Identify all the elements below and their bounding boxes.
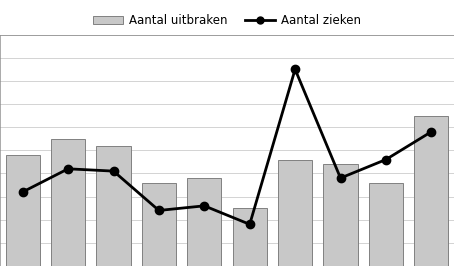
Bar	[415, 115, 449, 266]
Bar	[278, 160, 312, 266]
Bar	[369, 183, 403, 266]
Bar	[233, 208, 267, 266]
Bar	[97, 146, 131, 266]
Bar	[51, 139, 85, 266]
Bar	[324, 164, 358, 266]
Bar	[188, 178, 222, 266]
Bar	[6, 155, 40, 266]
Bar	[142, 183, 176, 266]
Legend: Aantal uitbraken, Aantal zieken: Aantal uitbraken, Aantal zieken	[89, 10, 365, 32]
